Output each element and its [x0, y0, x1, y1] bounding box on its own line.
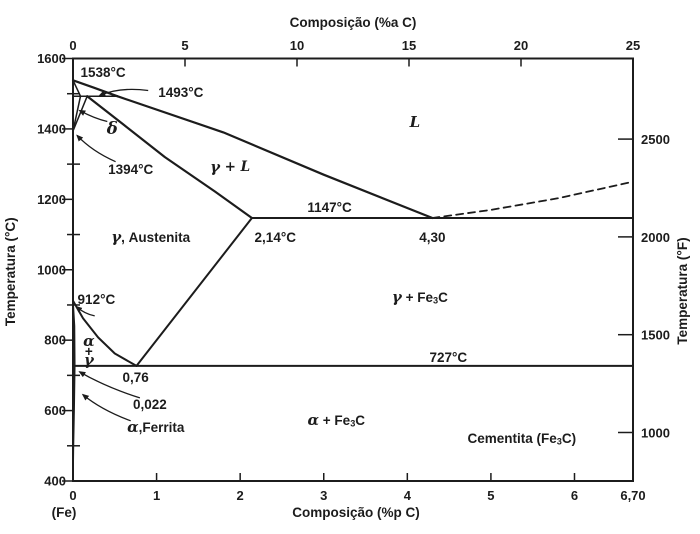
tick-label-right: 2500	[641, 132, 670, 147]
label-alpha: α	[83, 332, 95, 350]
label-austenita: γ, Austenita	[111, 228, 190, 246]
tick-label-bottom: 4	[404, 488, 412, 503]
tick-label-bottom: 1	[153, 488, 160, 503]
arrow-1493	[98, 88, 149, 97]
boundary-acm	[135, 217, 253, 367]
tick-label-top: 5	[181, 38, 188, 53]
arrow-delta	[78, 109, 108, 123]
tick-label-left: 1400	[37, 121, 66, 136]
tick-label-bottom: 6	[571, 488, 578, 503]
axis-title-right: Temperatura (°F)	[675, 237, 690, 344]
origin-label-fe: (Fe)	[52, 505, 77, 520]
tick-label-right: 1500	[641, 328, 670, 343]
label-1538c: 1538°C	[80, 64, 125, 79]
tick-label-left: 600	[44, 403, 66, 418]
tick-label-bottom: 2	[237, 488, 244, 503]
boundary-delta-gamma-boundary	[72, 95, 82, 132]
tick-label-top: 25	[626, 38, 640, 53]
axis-title-top: Composição (%a C)	[290, 15, 417, 30]
label-076: 0,76	[123, 370, 150, 385]
tick-label-bottom: 6,70	[620, 488, 645, 503]
label-plus: +	[85, 344, 93, 359]
arrow-1394	[76, 134, 116, 163]
label-1147c: 1147°C	[307, 200, 352, 215]
label-ferrita: α,Ferrita	[127, 418, 185, 436]
tick-label-top: 15	[402, 38, 416, 53]
boundary-gamma-solidus	[86, 95, 253, 220]
label-1394c: 1394°C	[108, 162, 153, 177]
arrow-0022	[78, 371, 141, 399]
label-alpha-fe3c: α + Fe3C	[308, 411, 366, 429]
label-gamma-l: γ + L	[210, 158, 250, 176]
boundary-liquidus-delta	[71, 79, 119, 98]
axis-title-bottom: Composição (%p C)	[292, 505, 420, 520]
label-430: 4,30	[419, 230, 445, 245]
tick-label-left: 1600	[37, 51, 66, 66]
tick-label-left: 800	[44, 333, 66, 348]
label-delta: δ	[106, 118, 118, 137]
label-912c: 912°C	[78, 291, 116, 306]
label-1493c: 1493°C	[158, 84, 203, 99]
arrow-ferrita	[81, 393, 131, 422]
label-727c: 727°C	[429, 350, 467, 365]
boundary-liquidus-extension	[431, 180, 634, 219]
tick-label-left: 1200	[37, 192, 66, 207]
tick-label-left: 400	[44, 474, 66, 489]
tick-label-bottom: 5	[487, 488, 494, 503]
boundary-liquidus	[116, 95, 434, 220]
tick-label-top: 10	[290, 38, 304, 53]
label-gamma: γ	[84, 351, 95, 369]
tick-label-right: 1000	[641, 425, 670, 440]
axis-title-left: Temperatura (°C)	[3, 217, 18, 326]
tick-label-top: 20	[514, 38, 528, 53]
label-liquid: L	[409, 113, 421, 131]
tick-label-left: 1000	[37, 262, 66, 277]
tick-label-bottom: 3	[320, 488, 327, 503]
label-0022: 0,022	[133, 396, 167, 411]
tick-label-bottom: 0	[69, 488, 76, 503]
label-gamma-fe3c: γ + Fe3C	[392, 288, 448, 306]
label-214c: 2,14°C	[255, 230, 297, 245]
tick-label-top: 0	[69, 38, 76, 53]
arrow-912	[75, 305, 95, 317]
tick-label-right: 2000	[641, 230, 670, 245]
label-cementita: Cementita (Fe3C)	[468, 431, 577, 447]
